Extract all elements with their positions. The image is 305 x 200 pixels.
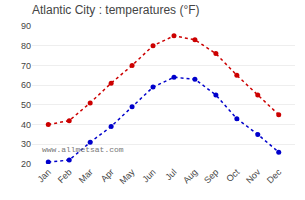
svg-text:30: 30 xyxy=(21,139,31,149)
svg-text:Dec: Dec xyxy=(265,167,284,186)
svg-text:50: 50 xyxy=(21,100,31,110)
svg-text:20: 20 xyxy=(21,159,31,169)
svg-text:Sep: Sep xyxy=(202,167,220,185)
svg-text:Jul: Jul xyxy=(163,167,178,182)
svg-text:Jan: Jan xyxy=(36,167,53,184)
svg-text:70: 70 xyxy=(21,61,31,71)
svg-text:Feb: Feb xyxy=(56,167,74,185)
svg-text:Atlantic City : temperatures (: Atlantic City : temperatures (°F) xyxy=(32,3,200,17)
svg-text:Oct: Oct xyxy=(224,167,241,184)
svg-text:Mar: Mar xyxy=(77,167,95,185)
svg-text:80: 80 xyxy=(21,41,31,51)
svg-text:Aug: Aug xyxy=(181,167,199,185)
svg-text:www.allmetsat.com: www.allmetsat.com xyxy=(42,145,124,154)
svg-text:Nov: Nov xyxy=(244,167,263,186)
svg-text:Jun: Jun xyxy=(140,167,157,184)
svg-text:40: 40 xyxy=(21,120,31,130)
svg-text:90: 90 xyxy=(21,21,31,31)
svg-text:May: May xyxy=(118,167,137,186)
svg-text:60: 60 xyxy=(21,80,31,90)
svg-text:Apr: Apr xyxy=(99,167,116,184)
